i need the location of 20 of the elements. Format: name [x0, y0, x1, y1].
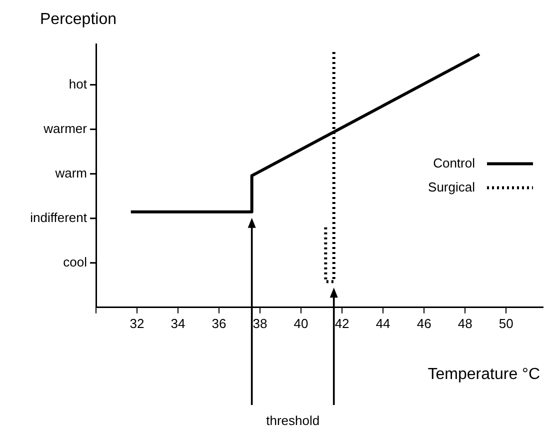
x-tick-label: 44 — [376, 316, 390, 331]
x-tick-label: 40 — [294, 316, 308, 331]
legend-label: Surgical — [428, 179, 476, 194]
text: hot — [68, 76, 88, 92]
text: cool — [63, 254, 88, 270]
text: indifferent — [30, 210, 88, 225]
x-axis-title: Temperature °C — [428, 366, 540, 383]
text: threshold — [266, 413, 320, 428]
text: warm — [54, 165, 87, 180]
x-tick-label: 46 — [416, 316, 432, 331]
x-tick-label: 32 — [130, 316, 144, 331]
x-tick-label: 34 — [170, 316, 186, 331]
x-tick-label: 48 — [458, 316, 472, 331]
x-tick-label: 38 — [252, 316, 268, 331]
x-tick-label: 50 — [498, 316, 514, 331]
x-tick-label: 36 — [212, 316, 226, 331]
y-axis-title: Perception — [40, 11, 116, 28]
legend-label: Control — [433, 155, 476, 170]
x-tick-label: 42 — [334, 316, 350, 331]
text: warmer — [42, 120, 88, 136]
